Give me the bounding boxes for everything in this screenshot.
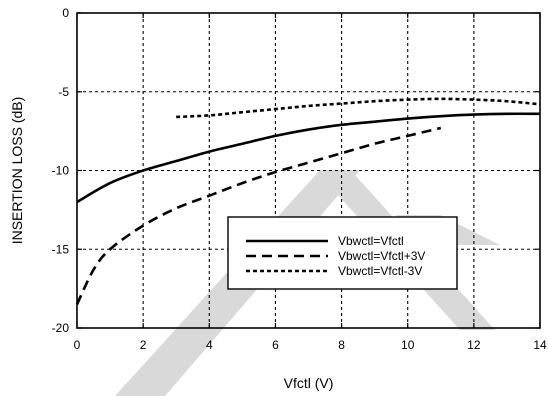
series-line-2	[75, 126, 442, 305]
x-axis-label: Vfctl (V)	[284, 375, 334, 391]
legend-label-2: Vbwctl=Vfctl+3V	[338, 249, 425, 263]
x-tick-label: 0	[74, 338, 81, 352]
legend: Vbwctl=VfctlVbwctl=Vfctl+3VVbwctl=Vfctl-…	[227, 216, 458, 290]
x-tick-label: 10	[401, 338, 415, 352]
y-tick-label: -20	[52, 321, 70, 335]
y-tick-label: -15	[52, 242, 70, 256]
x-tick-label: 4	[206, 338, 213, 352]
y-tick-label: 0	[62, 6, 69, 20]
x-tick-label: 2	[140, 338, 147, 352]
y-axis-label: INSERTION LOSS (dB)	[9, 97, 25, 245]
x-tick-label: 12	[467, 338, 481, 352]
x-tick-label: 14	[533, 338, 547, 352]
tick-labels: 0 2 4 6 8 10 12 14 0 -5 -10 -15 -20	[52, 6, 547, 352]
y-tick-label: -5	[58, 85, 69, 99]
series-line-1	[76, 112, 541, 204]
series-line-3	[176, 97, 541, 119]
legend-label-1: Vbwctl=Vfctl	[338, 234, 404, 248]
series-lines	[75, 97, 541, 305]
tick-marks	[76, 12, 541, 329]
legend-label-3: Vbwctl=Vfctl-3V	[338, 264, 422, 278]
x-tick-label: 6	[272, 338, 279, 352]
x-tick-label: 8	[338, 338, 345, 352]
legend-box	[227, 216, 458, 290]
y-tick-label: -10	[52, 164, 70, 178]
